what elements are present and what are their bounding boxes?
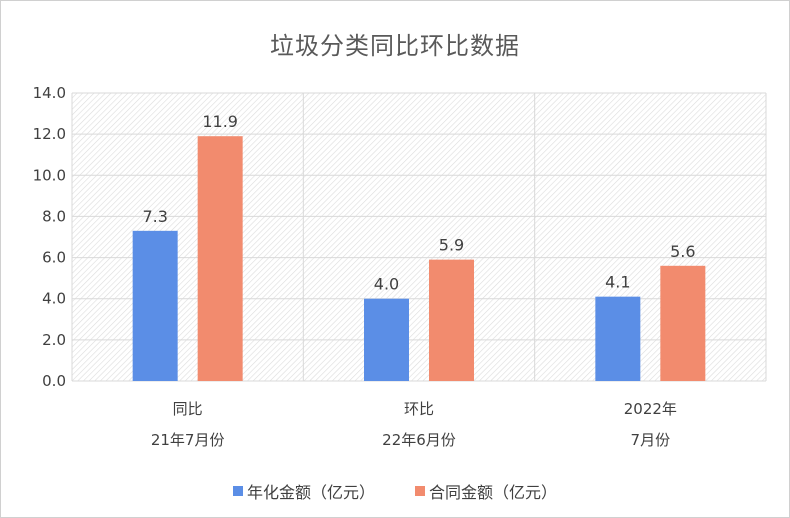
bar-annualized: [595, 296, 641, 381]
legend-item-contract: 合同金额（亿元）: [415, 479, 557, 503]
bar-contract: [429, 259, 474, 381]
y-tick-label: 4.0: [42, 290, 66, 308]
legend-swatch-annualized: [232, 486, 243, 496]
y-tick-label: 0.0: [42, 372, 66, 390]
plot-area: [72, 93, 766, 381]
data-label: 7.3: [142, 207, 167, 226]
y-tick-label: 6.0: [42, 249, 66, 267]
legend-swatch-contract: [415, 486, 425, 496]
bar-annualized: [364, 298, 409, 381]
bars: 7.3 4.0 4.1 11.9 5.9 5.6: [132, 112, 706, 381]
category-label: 环比: [404, 400, 434, 418]
bar-annualized: [132, 230, 178, 381]
legend: 年化金额（亿元） 合同金额（亿元）: [0, 479, 790, 503]
legend-item-annualized: 年化金额（亿元）: [232, 479, 375, 503]
y-tick-label: 14.0: [33, 84, 66, 102]
category-label: 同比: [173, 400, 203, 418]
category-label: 2022年: [624, 400, 677, 418]
y-tick-label: 2.0: [42, 331, 66, 349]
data-label: 4.1: [605, 273, 630, 292]
bar-contract: [660, 265, 706, 381]
y-tick-label: 12.0: [33, 125, 66, 143]
y-tick-label: 10.0: [33, 166, 66, 184]
data-label: 4.0: [374, 275, 399, 294]
legend-label-annualized: 年化金额（亿元）: [246, 483, 375, 502]
y-tick-label: 8.0: [42, 207, 66, 225]
bar-chart: 7.3 4.0 4.1 11.9 5.9 5.6 0.0 2.0 4.0 6.0 8.0 10.0 1…: [33, 84, 767, 449]
category-label: 21年7月份: [151, 431, 225, 449]
data-label: 11.9: [202, 112, 238, 131]
data-label: 5.9: [439, 236, 464, 255]
legend-label-contract: 合同金额（亿元）: [429, 483, 558, 502]
category-label: 22年6月份: [382, 431, 456, 449]
bar-contract: [197, 136, 243, 381]
category-label: 7月份: [631, 431, 671, 449]
chart-title: 垃圾分类同比环比数据: [270, 32, 520, 60]
data-label: 5.6: [670, 242, 695, 261]
y-axis-labels: 0.0 2.0 4.0 6.0 8.0 10.0 12.0 14.0: [33, 84, 66, 390]
gridlines: [71, 92, 767, 382]
x-axis-labels: 同比 21年7月份 环比 22年6月份 2022年 7月份: [151, 400, 677, 449]
